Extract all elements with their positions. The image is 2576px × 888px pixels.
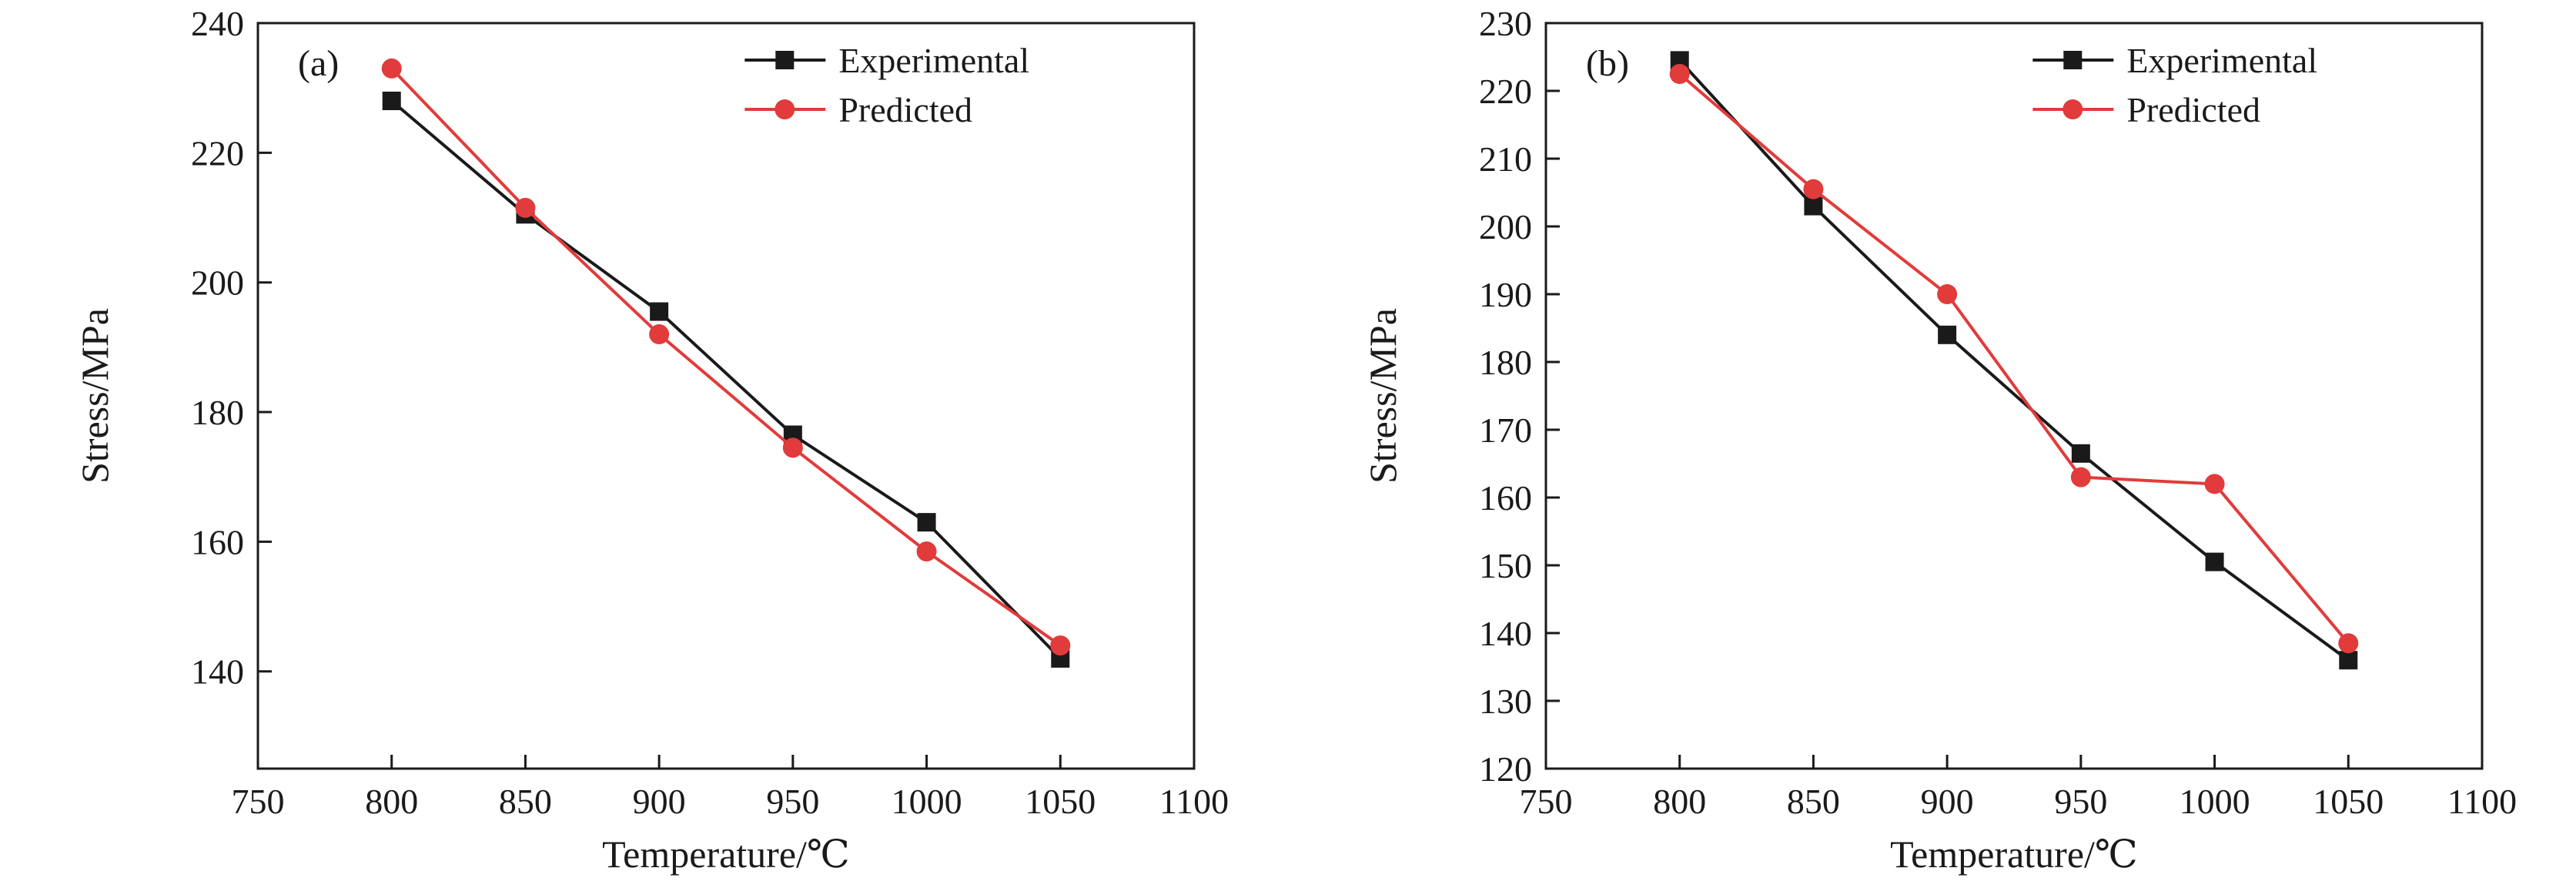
x-tick-label: 850: [1787, 782, 1840, 821]
y-axis: 140 160 180 200 220 240: [191, 4, 272, 692]
x-tick-label: 1050: [1025, 782, 1096, 821]
y-tick-label: 240: [191, 4, 244, 43]
data-point-marker: [2338, 633, 2359, 654]
y-axis-title: Stress/MPa: [73, 308, 116, 484]
series-line: [390, 99, 1062, 660]
y-tick-label: 130: [1479, 682, 1532, 721]
x-tick-label: 800: [1653, 782, 1706, 821]
series-experimental: [1670, 51, 2358, 670]
y-tick-label: 200: [1479, 207, 1532, 246]
y-tick-label: 160: [191, 522, 244, 561]
x-tick-label: 1100: [2447, 782, 2517, 821]
legend-label: Experimental: [2126, 41, 2317, 80]
x-axis: 750 800 850 900 950 1000 1050 1100: [232, 755, 1229, 821]
legend: Experimental Predicted: [2032, 41, 2317, 129]
x-axis-title: Temperature/℃: [1890, 833, 2138, 876]
data-point-marker: [782, 437, 803, 458]
data-point-marker: [1937, 284, 1958, 304]
data-point-marker: [1803, 179, 1824, 199]
legend-label: Predicted: [838, 90, 972, 129]
panel-label: (b): [1586, 43, 1629, 84]
data-point-marker: [382, 92, 401, 111]
y-tick-label: 210: [1479, 139, 1532, 179]
legend-marker: [2063, 51, 2083, 69]
x-tick-label: 1050: [2313, 782, 2384, 821]
legend-marker: [775, 51, 795, 69]
y-tick-label: 220: [1479, 72, 1532, 111]
y-tick-label: 230: [1479, 4, 1532, 43]
data-point-marker: [649, 324, 670, 345]
legend-label: Experimental: [838, 41, 1029, 80]
data-point-marker: [2205, 552, 2224, 571]
y-tick-label: 140: [1479, 614, 1532, 653]
x-tick-label: 900: [1921, 782, 1974, 821]
line-chart-a: 750 800 850 900 950 1000 1050 1100 140 160 180 200 2…: [73, 4, 1229, 876]
line-chart-b: 750 800 850 900 950 1000 1050 11001201301401501…: [1361, 4, 2517, 876]
legend-marker: [2062, 99, 2083, 119]
x-axis: 750 800 850 900 950 1000 1050 1100: [1520, 755, 2517, 821]
x-tick-label: 950: [2054, 782, 2107, 821]
x-tick-label: 1100: [1159, 782, 1229, 821]
data-point-marker: [381, 58, 402, 79]
y-tick-label: 140: [191, 652, 244, 692]
y-tick-label: 150: [1479, 546, 1532, 585]
y-tick-label: 190: [1479, 275, 1532, 314]
data-point-marker: [1938, 325, 1957, 344]
legend-label: Predicted: [2126, 90, 2260, 129]
data-point-marker: [2204, 474, 2225, 494]
y-tick-label: 180: [191, 393, 244, 432]
x-tick-label: 1000: [2180, 782, 2250, 821]
data-point-marker: [650, 302, 669, 321]
x-tick-label: 800: [365, 782, 418, 821]
y-axis-title: Stress/MPa: [1361, 308, 1404, 484]
series-predicted: [381, 58, 1071, 656]
y-tick-label: 200: [191, 263, 244, 303]
data-point-marker: [2070, 467, 2091, 488]
legend-marker: [774, 99, 795, 119]
x-tick-label: 750: [232, 782, 285, 821]
plot-frame: [1544, 22, 2484, 770]
series-line: [1678, 59, 2350, 662]
x-tick-label: 850: [499, 782, 552, 821]
legend: Experimental Predicted: [744, 41, 1029, 129]
data-point-marker: [2071, 444, 2090, 463]
x-tick-label: 750: [1520, 782, 1573, 821]
series-line: [390, 67, 1062, 647]
x-tick-label: 950: [766, 782, 819, 821]
data-point-marker: [1050, 635, 1071, 656]
series-predicted: [1669, 64, 2359, 654]
data-point-marker: [1804, 196, 1823, 216]
y-tick-label: 170: [1479, 410, 1532, 450]
panel-label: (a): [298, 43, 339, 84]
x-tick-label: 1000: [892, 782, 962, 821]
data-point-marker: [917, 513, 936, 532]
y-tick-label: 160: [1479, 478, 1532, 518]
data-point-marker: [1669, 64, 1690, 84]
chart-panel-a: 750 800 850 900 950 1000 1050 1100 140 160 180 200 2…: [0, 0, 1288, 884]
data-point-marker: [2339, 651, 2358, 670]
x-axis-title: Temperature/℃: [602, 833, 850, 876]
data-point-marker: [515, 197, 536, 218]
chart-panel-b: 750 800 850 900 950 1000 1050 1100 120 130 140 150 1…: [1288, 0, 2576, 884]
y-tick-label: 120: [1479, 749, 1532, 789]
plot-frame: [256, 22, 1196, 770]
x-tick-label: 900: [633, 782, 686, 821]
y-tick-label: 220: [191, 133, 244, 173]
y-axis: 120 130 140 150 160 170 180 190 200 210 220 230: [1479, 4, 1560, 789]
data-point-marker: [916, 541, 937, 562]
y-tick-label: 180: [1479, 343, 1532, 382]
series-line: [1678, 72, 2350, 645]
